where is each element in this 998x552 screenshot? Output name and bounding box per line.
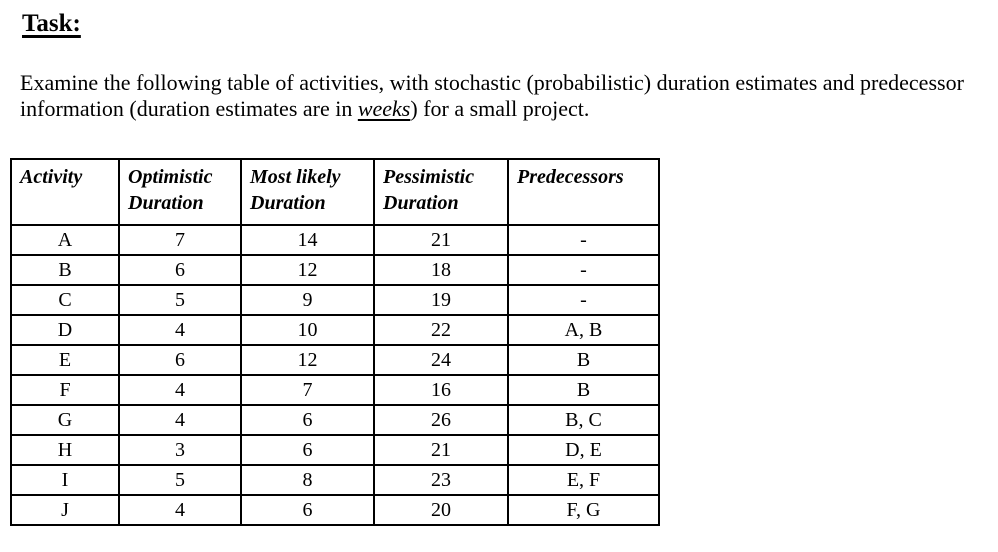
cell-most-likely: 9	[240, 284, 375, 316]
cell-most-likely: 6	[240, 494, 375, 526]
cell-optimistic: 4	[118, 404, 242, 436]
cell-optimistic: 4	[118, 374, 242, 406]
cell-pessimistic: 21	[373, 224, 509, 256]
table-header-row: Activity Optimistic Duration Most likely…	[10, 158, 660, 226]
table-row-d: D 4 10 22 A, B	[10, 314, 660, 346]
intro-text-part1: Examine the following table of activitie…	[20, 70, 964, 121]
page-title: Task:	[22, 10, 81, 37]
cell-predecessors: D, E	[507, 434, 660, 466]
header-activity: Activity	[10, 158, 120, 226]
table-row-h: H 3 6 21 D, E	[10, 434, 660, 466]
header-optimistic-duration: Optimistic Duration	[118, 158, 242, 226]
cell-most-likely: 8	[240, 464, 375, 496]
cell-optimistic: 4	[118, 494, 242, 526]
cell-pessimistic: 20	[373, 494, 509, 526]
cell-pessimistic: 22	[373, 314, 509, 346]
cell-pessimistic: 21	[373, 434, 509, 466]
cell-activity: A	[10, 224, 120, 256]
cell-activity: F	[10, 374, 120, 406]
cell-activity: G	[10, 404, 120, 436]
cell-predecessors: A, B	[507, 314, 660, 346]
cell-pessimistic: 24	[373, 344, 509, 376]
cell-predecessors: B	[507, 344, 660, 376]
cell-optimistic: 5	[118, 464, 242, 496]
cell-activity: I	[10, 464, 120, 496]
cell-most-likely: 12	[240, 344, 375, 376]
cell-predecessors: E, F	[507, 464, 660, 496]
cell-most-likely: 6	[240, 434, 375, 466]
cell-activity: B	[10, 254, 120, 286]
cell-predecessors: -	[507, 254, 660, 286]
intro-paragraph: Examine the following table of activitie…	[20, 70, 985, 121]
intro-text-part2: ) for a small project.	[410, 95, 590, 121]
cell-optimistic: 5	[118, 284, 242, 316]
cell-most-likely: 6	[240, 404, 375, 436]
cell-most-likely: 14	[240, 224, 375, 256]
cell-optimistic: 6	[118, 254, 242, 286]
header-most-likely-duration: Most likely Duration	[240, 158, 375, 226]
cell-predecessors: B	[507, 374, 660, 406]
activities-table: Activity Optimistic Duration Most likely…	[10, 158, 660, 526]
table-row-f: F 4 7 16 B	[10, 374, 660, 406]
header-predecessors: Predecessors	[507, 158, 660, 226]
cell-pessimistic: 19	[373, 284, 509, 316]
cell-pessimistic: 18	[373, 254, 509, 286]
cell-most-likely: 10	[240, 314, 375, 346]
table-row-c: C 5 9 19 -	[10, 284, 660, 316]
table-row-g: G 4 6 26 B, C	[10, 404, 660, 436]
cell-activity: J	[10, 494, 120, 526]
cell-predecessors: F, G	[507, 494, 660, 526]
cell-most-likely: 12	[240, 254, 375, 286]
cell-predecessors: -	[507, 224, 660, 256]
intro-weeks-emphasis: weeks	[357, 95, 411, 121]
cell-activity: H	[10, 434, 120, 466]
cell-activity: E	[10, 344, 120, 376]
cell-activity: C	[10, 284, 120, 316]
table-row-a: A 7 14 21 -	[10, 224, 660, 256]
cell-pessimistic: 23	[373, 464, 509, 496]
table-row-e: E 6 12 24 B	[10, 344, 660, 376]
cell-optimistic: 3	[118, 434, 242, 466]
cell-optimistic: 4	[118, 314, 242, 346]
cell-most-likely: 7	[240, 374, 375, 406]
table-row-j: J 4 6 20 F, G	[10, 494, 660, 526]
table-row-b: B 6 12 18 -	[10, 254, 660, 286]
cell-optimistic: 6	[118, 344, 242, 376]
cell-optimistic: 7	[118, 224, 242, 256]
cell-predecessors: -	[507, 284, 660, 316]
cell-activity: D	[10, 314, 120, 346]
cell-pessimistic: 26	[373, 404, 509, 436]
cell-pessimistic: 16	[373, 374, 509, 406]
table-row-i: I 5 8 23 E, F	[10, 464, 660, 496]
header-pessimistic-duration: Pessimistic Duration	[373, 158, 509, 226]
cell-predecessors: B, C	[507, 404, 660, 436]
